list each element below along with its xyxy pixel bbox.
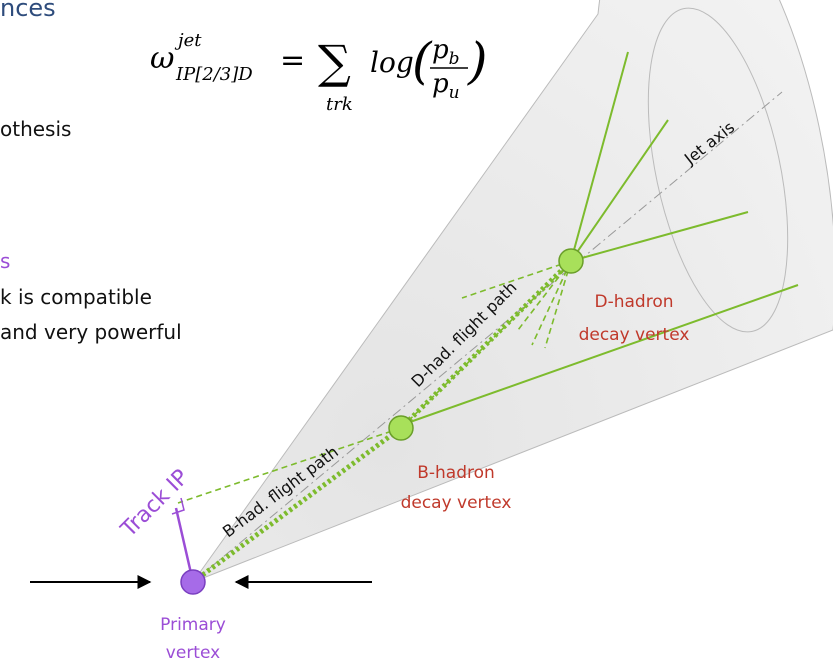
- primary-vertex: [181, 570, 205, 594]
- d-vertex-label: D-hadron: [595, 292, 674, 312]
- pv-label: Primary: [160, 615, 226, 635]
- pv-label: vertex: [166, 643, 220, 663]
- formula-paren: (: [412, 32, 433, 90]
- formula-symbol: ω: [150, 41, 174, 76]
- text-line: k is compatible: [0, 285, 152, 309]
- title: nces: [0, 0, 56, 22]
- formula-paren: ): [467, 32, 488, 90]
- formula-func: log: [370, 46, 414, 79]
- den: p: [432, 69, 449, 99]
- text-line: s: [0, 249, 10, 273]
- b-vertex-label: decay vertex: [401, 493, 512, 513]
- slide: nces othesis s k is compatible and very …: [0, 0, 833, 664]
- d-vertex-label: decay vertex: [579, 325, 690, 345]
- formula: ω jet IP[2/3]D = ∑ trk log ( pb pu ): [150, 30, 488, 115]
- formula-index: trk: [326, 94, 353, 115]
- formula-sub: IP[2/3]D: [175, 64, 253, 85]
- text-line: othesis: [0, 117, 71, 141]
- formula-sum: ∑: [318, 35, 351, 89]
- num-sub: b: [449, 49, 460, 69]
- num: p: [432, 35, 449, 65]
- d-vertex: [559, 249, 583, 273]
- formula-equals: =: [280, 43, 305, 78]
- b-vertex-label: B-hadron: [417, 463, 495, 483]
- text-line: and very powerful: [0, 320, 182, 344]
- den-sub: u: [449, 83, 460, 103]
- b-vertex: [389, 416, 413, 440]
- formula-den: pu: [432, 69, 460, 103]
- formula-num: pb: [432, 35, 460, 69]
- formula-sup: jet: [174, 30, 202, 51]
